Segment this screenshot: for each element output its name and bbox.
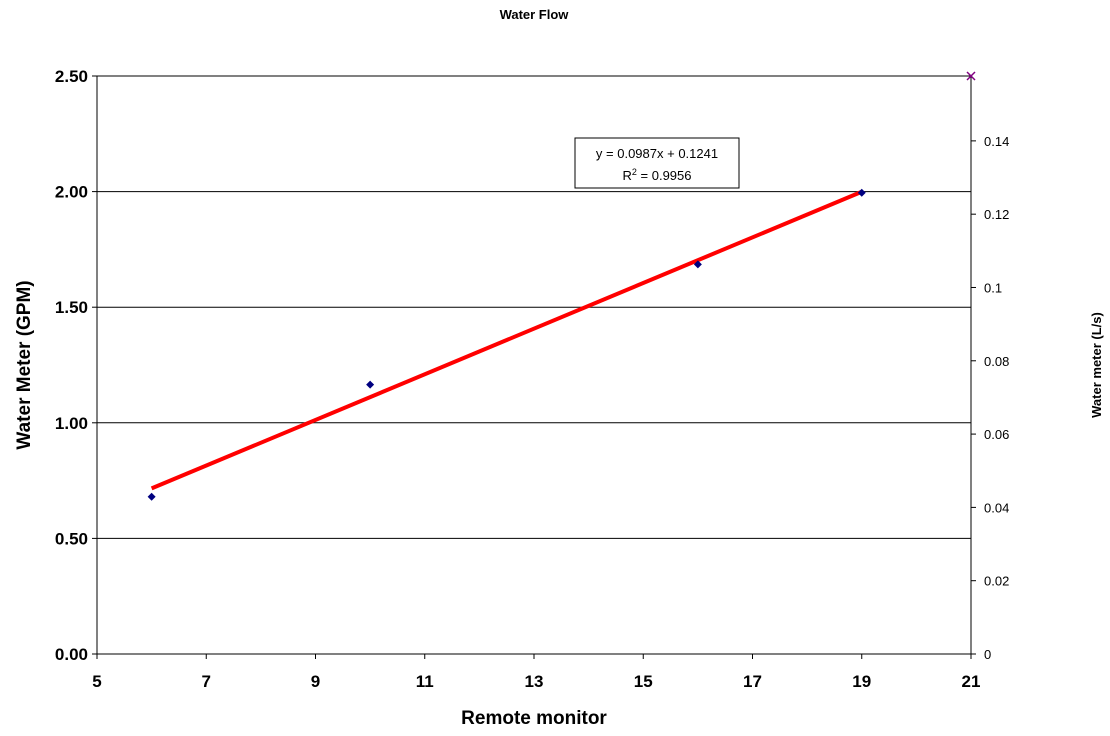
data-points	[147, 71, 976, 501]
y2-tick-label: 0.08	[984, 354, 1009, 369]
x-tick-label: 7	[202, 672, 211, 691]
r-squared-prefix: R	[623, 168, 632, 183]
data-point	[366, 380, 375, 389]
plot-area	[96, 75, 972, 655]
y-tick-label: 2.00	[55, 183, 88, 202]
y2-tick-label: 0.02	[984, 574, 1009, 589]
equation-box-frame	[574, 137, 740, 189]
gridlines	[97, 191, 971, 539]
x-tick-label: 19	[852, 672, 871, 691]
marker-stroke	[966, 71, 976, 81]
trendline-equation-box: y = 0.0987x + 0.1241 R2 = 0.9956	[574, 137, 740, 189]
trendline-equation: y = 0.0987x + 0.1241	[596, 146, 718, 161]
secondary-marker	[966, 71, 976, 81]
y-axis-label: Water Meter (GPM)	[14, 280, 35, 449]
x-axis-label: Remote monitor	[461, 708, 607, 729]
trendline-r-squared: R2 = 0.9956	[623, 167, 692, 183]
y-tick-label: 2.50	[55, 67, 88, 86]
y2-tick-label: 0.06	[984, 427, 1009, 442]
x-tick-label: 15	[634, 672, 653, 691]
x-tick-label: 11	[416, 672, 434, 691]
x-tick-label: 17	[743, 672, 762, 691]
y-tick-label: 0.50	[55, 529, 88, 548]
y-tick-label: 1.50	[55, 298, 88, 317]
data-point	[693, 260, 702, 269]
y2-tick-label: 0.12	[984, 207, 1009, 222]
trendline-group	[150, 189, 863, 491]
x-tick-label: 9	[311, 672, 320, 691]
axis-ticks: 0.000.501.001.502.002.505 7 9 11 13 15 17 19 210…	[55, 67, 1009, 691]
y2-tick-label: 0.14	[984, 134, 1009, 149]
secondary-y-axis-label: Water meter (L/s)	[1089, 312, 1104, 418]
data-point	[857, 188, 866, 197]
r-squared-value: = 0.9956	[637, 168, 692, 183]
y2-tick-label: 0	[984, 647, 991, 662]
y-tick-label: 0.00	[55, 645, 88, 664]
data-point	[147, 492, 156, 501]
x-tick-label: 5	[92, 672, 101, 691]
trendline	[150, 189, 863, 491]
r-squared-exponent: 2	[632, 167, 637, 177]
chart-title: Water Flow	[500, 7, 570, 22]
y2-tick-label: 0.04	[984, 500, 1009, 515]
y-tick-label: 1.00	[55, 414, 88, 433]
x-tick-label: 13	[525, 672, 544, 691]
x-tick-label: 21	[962, 672, 981, 691]
y2-tick-label: 0.1	[984, 280, 1002, 295]
